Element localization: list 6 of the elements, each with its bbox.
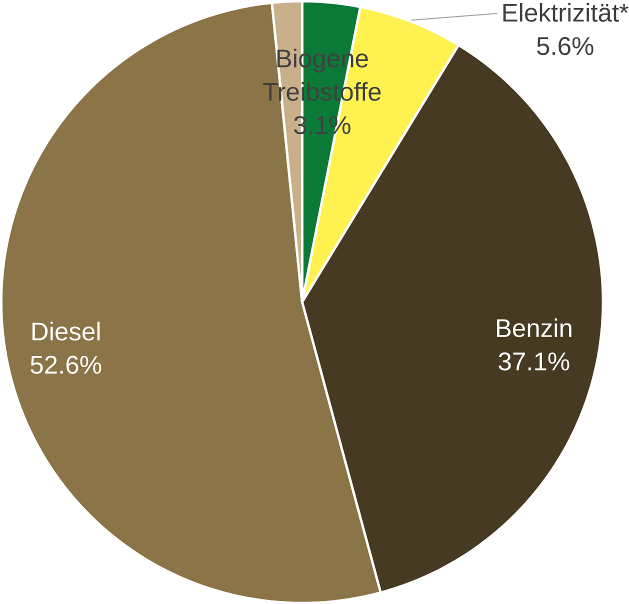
data-label: 37.1% [498, 352, 570, 370]
slice-label: Elektrizität* [503, 2, 629, 22]
data-label: 52.6% [30, 356, 102, 374]
slice-label: Diesel [32, 322, 100, 340]
slice-label: Benzin [496, 318, 572, 338]
data-label: 5.6% [537, 36, 594, 55]
